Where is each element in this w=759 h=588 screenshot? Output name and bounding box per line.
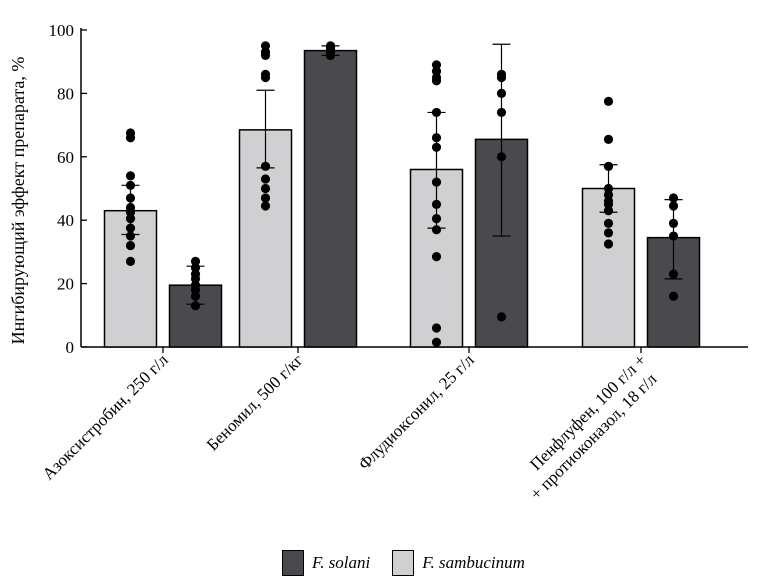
data-point [603,190,614,200]
data-point [431,177,442,187]
data-point [603,239,614,249]
legend-swatch-sambucinum [392,550,415,576]
x-category-label-line: Флудиоксонил, 25 г/л [355,350,479,474]
data-point [190,285,201,295]
y-tick-label: 0 [66,338,75,357]
x-category-label: Пенфлуфен, 100 г/л ++ протиоконазол, 18 … [512,350,665,503]
legend-label-sambucinum: F. sambucinum [422,553,525,572]
data-point [603,206,614,216]
data-point [260,174,271,184]
data-point [603,96,614,106]
data-point [190,263,201,273]
data-point [260,201,271,211]
data-point [496,107,507,118]
y-tick-label: 100 [49,21,75,40]
data-point [125,214,136,224]
x-category-label: Азоксистробин, 250 г/л [39,350,173,484]
data-point [125,133,136,143]
data-point [431,199,442,209]
data-point [431,252,442,262]
x-category-label: Беномил, 500 г/кг [203,350,307,454]
chart: 0 20 40 60 80 100 Ингибирующий эффект препарат… [8,21,748,504]
data-point [431,66,442,76]
data-point [603,161,614,171]
data-point [603,218,614,228]
data-point [431,323,442,333]
legend-swatch-solani [282,550,304,576]
y-tick-label: 20 [57,275,74,294]
data-point [190,256,201,267]
legend-label-solani: F. solani [312,553,371,572]
data-point [668,231,679,241]
y-axis-label: Ингибирующий эффект препарата, % [8,57,28,345]
data-point [260,183,271,194]
data-point [496,88,507,98]
data-point [603,199,614,209]
data-point [603,228,614,238]
data-point [260,72,271,83]
data-point [125,180,136,190]
x-category-label-line: Азоксистробин, 250 г/л [39,350,173,484]
data-point [431,133,442,143]
data-point [668,201,679,211]
data-point [125,256,136,267]
data-point [668,291,679,301]
data-point [260,161,271,171]
data-point [125,231,136,241]
data-point [260,193,271,203]
data-point [260,41,271,51]
data-point [190,291,201,301]
data-point [125,223,136,233]
data-point [431,225,442,235]
y-tick-label: 60 [57,148,74,167]
data-point [603,134,614,144]
y-tick-label: 80 [57,84,74,103]
data-point [325,50,336,60]
data-point [431,142,442,152]
data-point [603,183,614,194]
y-tick-label: 40 [57,211,74,230]
x-category-label-line: Беномил, 500 г/кг [203,350,307,454]
x-category-label-line: + протиоконазол, 18 г/л [526,369,660,503]
data-point [431,337,442,347]
data-point [496,72,507,83]
data-point [431,107,442,118]
data-point [125,207,136,217]
data-point [260,50,271,60]
legend: F. solani F. sambucinum [282,549,547,577]
data-point [431,214,442,224]
x-category-label-line: Пенфлуфен, 100 г/л + [526,350,650,474]
x-category-label: Флудиоксонил, 25 г/л [355,350,479,474]
data-point [496,312,507,322]
data-point [190,274,201,284]
data-point [496,152,507,162]
bar [303,49,358,348]
data-point [668,269,679,279]
data-point [125,171,136,181]
data-point [190,301,201,311]
data-point [668,193,679,203]
data-point [431,60,442,70]
data-point [668,218,679,228]
data-point [125,240,136,251]
data-point [125,193,136,203]
data-point [431,76,442,86]
